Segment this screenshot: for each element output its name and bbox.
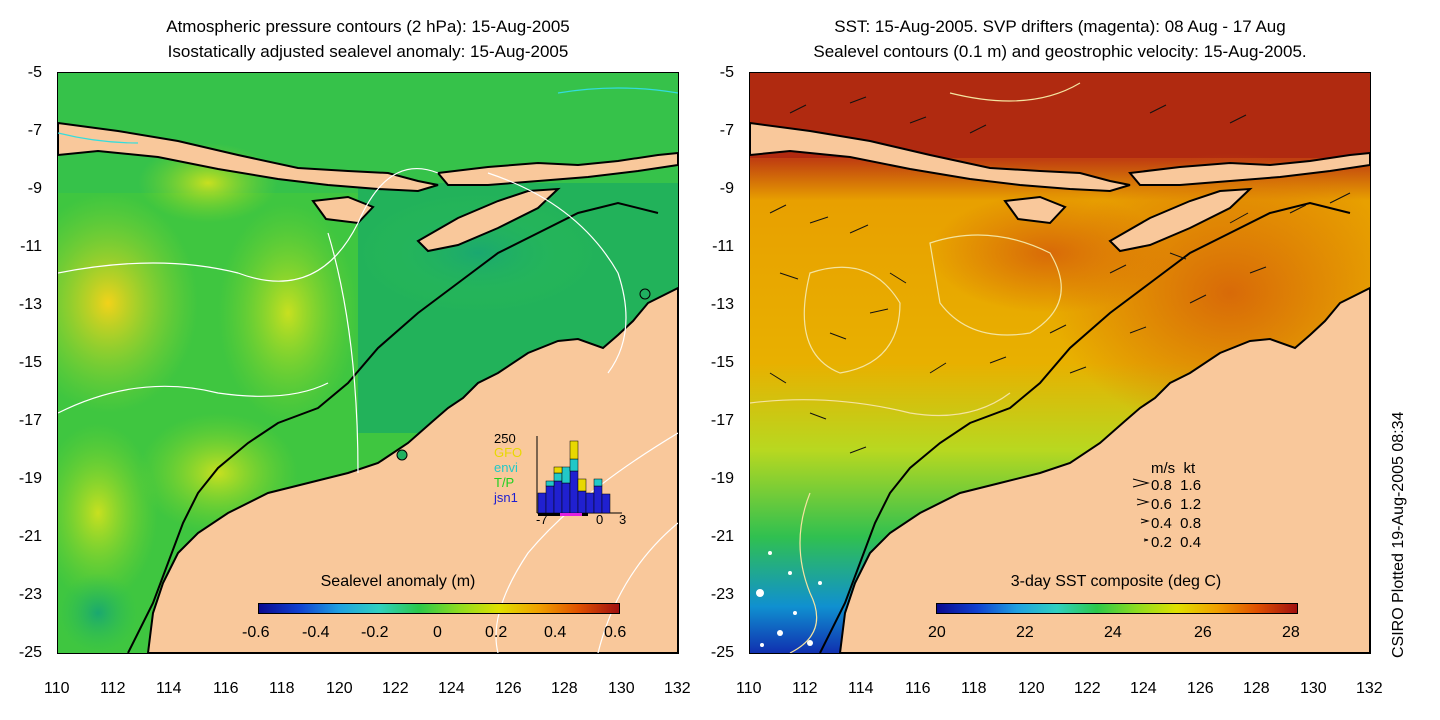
- altimeter-inset: 250 GFO envi T/P jsn1 -: [480, 431, 630, 527]
- y-tick-label: -17: [710, 412, 734, 429]
- x-tick-label: 128: [1243, 680, 1270, 697]
- sealevel-anomaly-map: 250 GFO envi T/P jsn1 -: [58, 73, 678, 653]
- x-tick-label: 132: [1356, 680, 1383, 697]
- x-tick-label: 120: [1018, 680, 1045, 697]
- left-colorbar: [258, 603, 620, 614]
- x-tick-label: 116: [905, 680, 931, 697]
- x-tick-label: 112: [792, 680, 818, 697]
- y-tick-label: -5: [719, 64, 734, 81]
- speed-legend-row: 0.2 0.4: [1151, 534, 1202, 551]
- speed-legend-row: 0.6 1.2: [1151, 496, 1202, 513]
- y-tick-label: -7: [719, 122, 734, 139]
- y-tick-label: -15: [710, 354, 734, 371]
- x-tick-label: 110: [736, 680, 762, 697]
- sst-map: m/s kt 0.8 1.6 0.6 1.2 0.4 0.8 0.2 0.4 3…: [750, 73, 1370, 653]
- right-title-line2: Sealevel contours (0.1 m) and geostrophi…: [813, 42, 1307, 61]
- y-tick-label: -13: [18, 296, 42, 313]
- right-colorbar-label: 28: [1282, 624, 1300, 641]
- x-tick-label: 124: [1130, 680, 1157, 697]
- inset-source-tp: T/P: [494, 475, 515, 490]
- y-tick-label: -21: [18, 528, 42, 545]
- x-tick-label: 126: [495, 680, 522, 697]
- y-tick-label: -11: [20, 238, 42, 255]
- y-tick-label: -17: [18, 412, 42, 429]
- speed-legend-arrows: [1132, 478, 1150, 542]
- y-tick-label: -19: [18, 470, 42, 487]
- inset-histogram: [536, 436, 622, 516]
- velocity-vectors: [769, 96, 1351, 454]
- left-colorbar-title: Sealevel anomaly (m): [320, 573, 476, 590]
- y-tick-label: -9: [27, 180, 42, 197]
- right-axes-frame: [749, 72, 1371, 654]
- y-tick-label: -23: [710, 586, 734, 603]
- right-colorbar-label: 20: [928, 624, 946, 641]
- left-colorbar-label: 0.4: [544, 624, 567, 641]
- left-colorbar-label: 0.6: [604, 624, 627, 641]
- speed-legend-row: 0.8 1.6: [1151, 477, 1202, 494]
- y-tick-label: -13: [710, 296, 734, 313]
- x-tick-label: 130: [608, 680, 635, 697]
- y-tick-label: -25: [710, 644, 734, 661]
- speed-legend-row: 0.4 0.8: [1151, 515, 1202, 532]
- x-tick-label: 122: [1074, 680, 1101, 697]
- x-tick-label: 122: [382, 680, 409, 697]
- x-tick-label: 124: [438, 680, 465, 697]
- inset-xlabel-max: 3: [619, 512, 627, 527]
- y-tick-label: -7: [27, 122, 42, 139]
- y-tick-label: -19: [710, 470, 734, 487]
- right-colorbar-label: 22: [1016, 624, 1034, 641]
- cloud-mask: [756, 551, 822, 647]
- left-axes-frame: [57, 72, 679, 654]
- speed-legend-header: m/s kt: [1151, 460, 1196, 477]
- right-colorbar-title: 3-day SST composite (deg C): [1010, 573, 1222, 590]
- x-tick-label: 110: [44, 680, 70, 697]
- inset-xlabel-zero: 0: [596, 512, 604, 527]
- left-colorbar-label: 0.2: [485, 624, 508, 641]
- right-title-line1: SST: 15-Aug-2005. SVP drifters (magenta)…: [834, 17, 1286, 36]
- inset-ymax-label: 250: [494, 431, 516, 446]
- right-colorbar-label: 26: [1194, 624, 1212, 641]
- sst-field: [750, 73, 1370, 653]
- y-tick-label: -21: [710, 528, 734, 545]
- inset-source-jsn1: jsn1: [494, 490, 518, 505]
- x-tick-label: 118: [961, 680, 987, 697]
- y-tick-label: -5: [27, 64, 42, 81]
- y-tick-label: -15: [18, 354, 42, 371]
- x-tick-label: 112: [100, 680, 126, 697]
- left-colorbar-label: -0.4: [302, 624, 330, 641]
- left-colorbar-label: 0: [433, 624, 442, 641]
- right-colorbar-label: 24: [1104, 624, 1122, 641]
- right-colorbar: [936, 603, 1298, 614]
- x-tick-label: 114: [848, 680, 874, 697]
- inset-xlabel-min: -7: [536, 512, 548, 527]
- x-tick-label: 114: [156, 680, 182, 697]
- x-tick-label: 116: [213, 680, 239, 697]
- x-tick-label: 126: [1187, 680, 1214, 697]
- inset-source-envi: envi: [494, 460, 518, 475]
- y-tick-label: -25: [18, 644, 42, 661]
- y-tick-label: -11: [712, 238, 734, 255]
- left-title-line1: Atmospheric pressure contours (2 hPa): 1…: [166, 17, 570, 36]
- inset-source-gfo: GFO: [494, 445, 523, 460]
- x-tick-label: 120: [326, 680, 353, 697]
- x-tick-label: 132: [664, 680, 691, 697]
- left-colorbar-label: -0.6: [242, 624, 270, 641]
- x-tick-label: 128: [551, 680, 578, 697]
- x-tick-label: 118: [269, 680, 295, 697]
- plot-credit: CSIRO Plotted 19-Aug-2005 08:34: [1390, 411, 1407, 658]
- y-tick-label: -23: [18, 586, 42, 603]
- left-title-line2: Isostatically adjusted sealevel anomaly:…: [167, 42, 569, 61]
- y-tick-label: -9: [719, 180, 734, 197]
- left-colorbar-label: -0.2: [361, 624, 389, 641]
- x-tick-label: 130: [1300, 680, 1327, 697]
- sealevel-anomaly-field: [58, 73, 678, 653]
